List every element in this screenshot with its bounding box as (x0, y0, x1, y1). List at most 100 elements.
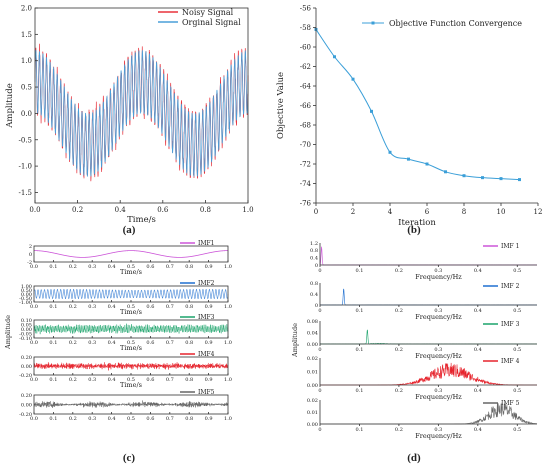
x-tick-label: 0.4 (474, 347, 482, 353)
y-tick-label: -66 (300, 102, 312, 110)
y-tick-label: 2 (29, 244, 32, 250)
x-tick-label: 0.5 (127, 304, 135, 310)
legend-label: Noisy Signal (182, 8, 234, 17)
x-tick-label: 0.8 (185, 416, 193, 422)
x-tick-label: 0.7 (166, 416, 174, 422)
data-point (444, 170, 447, 174)
data-point (370, 109, 373, 113)
x-tick-label: 0.2 (69, 264, 77, 270)
x-tick-label: 0.3 (88, 340, 96, 346)
y-axis-label: Amplitude (291, 323, 299, 358)
x-tick-label: 0.0 (30, 340, 38, 346)
y-tick-label: -0.20 (19, 373, 32, 379)
x-tick-label: 0.1 (49, 416, 57, 422)
x-tick-label: 1.0 (242, 206, 253, 214)
x-tick-label: 0.2 (69, 377, 77, 383)
x-tick-label: 0.2 (395, 347, 403, 353)
x-tick-label: 0 (318, 268, 321, 274)
x-tick-label: 0.4 (108, 416, 116, 422)
y-tick-label: 0.02 (307, 356, 318, 362)
series-imf4-line (320, 362, 537, 386)
y-tick-label: 0.08 (307, 319, 318, 325)
y-tick-label: -68 (300, 122, 311, 130)
x-tick-label: 0.4 (108, 264, 116, 270)
data-point (388, 150, 392, 154)
x-tick-label: 0 (318, 427, 321, 433)
y-tick-label: -56 (300, 5, 312, 13)
legend-label: Orginal Signal (182, 18, 241, 27)
series-imf3-line (33, 323, 229, 335)
series-original-line (34, 50, 249, 177)
x-tick-label: 0.1 (49, 264, 57, 270)
y-axis-label: Amplitude (4, 315, 12, 350)
x-tick-label: 0.4 (474, 308, 482, 314)
caption-c: (c) (123, 452, 136, 464)
y-tick-label: -70 (300, 141, 311, 149)
x-tick-label: 0.3 (88, 264, 96, 270)
data-point (425, 162, 429, 166)
x-tick-label: 0.2 (395, 308, 403, 314)
data-point (333, 55, 336, 59)
x-tick-label: 0.1 (355, 268, 363, 274)
x-tick-label: 0.5 (513, 427, 521, 433)
y-tick-label: 0.04 (307, 330, 318, 336)
y-tick-label: 0.00 (21, 292, 32, 298)
data-point (407, 157, 410, 161)
x-tick-label: 0.1 (355, 308, 363, 314)
x-tick-label: 0 (314, 208, 318, 216)
x-tick-label: 0.4 (108, 340, 116, 346)
x-tick-label: 0.7 (166, 377, 174, 383)
series-imf5-line (33, 400, 229, 408)
x-axis-label: Frequency/Hz (415, 393, 462, 401)
x-tick-label: 0.1 (355, 347, 363, 353)
x-tick-label: 0.3 (434, 427, 442, 433)
y-tick-label: 0.01 (307, 369, 318, 375)
x-tick-label: 0.1 (49, 377, 57, 383)
x-tick-label: 0.8 (185, 304, 193, 310)
y-tick-label: -1.00 (19, 300, 32, 306)
legend-label: Objective Function Convergence (389, 19, 522, 28)
y-tick-label: -2 (27, 260, 32, 266)
y-tick-label: 0.00 (21, 327, 32, 333)
y-axis-label: Amplitude (5, 83, 15, 128)
data-point (518, 178, 521, 182)
y-tick-label: -64 (300, 83, 312, 91)
legend-label: IMF5 (198, 389, 215, 396)
legend-label: IMF 5 (501, 400, 520, 407)
x-tick-label: 0.0 (30, 416, 38, 422)
x-tick-label: 0.7 (166, 340, 174, 346)
y-tick-label: -1.0 (19, 163, 33, 171)
x-tick-label: 0.2 (395, 427, 403, 433)
x-axis-label: Frequency/Hz (415, 273, 462, 281)
data-point (351, 77, 355, 81)
x-tick-label: 6 (425, 208, 430, 216)
series-imf2-line (33, 288, 229, 300)
x-tick-label: 1.0 (224, 416, 232, 422)
y-tick-label: -0.50 (19, 296, 32, 302)
y-tick-label: 0.05 (21, 322, 32, 328)
y-tick-label: 0.4 (310, 255, 318, 261)
y-tick-label: 1.00 (21, 284, 32, 290)
x-tick-label: 0.7 (166, 304, 174, 310)
x-tick-label: 0.1 (49, 304, 57, 310)
y-tick-label: 0.4 (310, 292, 318, 298)
x-axis-label: Frequency/Hz (415, 352, 462, 360)
y-axis-label: Objective Value (276, 72, 286, 139)
x-tick-label: 0.1 (355, 388, 363, 394)
x-tick-label: 2 (351, 208, 355, 216)
x-tick-label: 0.2 (72, 206, 83, 214)
data-point (481, 176, 484, 180)
x-tick-label: 12 (534, 208, 543, 216)
data-point (499, 177, 503, 181)
x-tick-label: 0.3 (88, 304, 96, 310)
x-tick-label: 0.3 (434, 308, 442, 314)
x-tick-label: 0.5 (513, 388, 521, 394)
x-tick-label: 0.5 (513, 347, 521, 353)
y-tick-label: 0.02 (307, 398, 318, 404)
y-tick-label: 0.00 (21, 364, 32, 370)
x-tick-label: 0.9 (205, 377, 213, 383)
caption-a: (a) (123, 224, 136, 236)
x-tick-label: 0.5 (513, 308, 521, 314)
series-imf3-line (320, 329, 538, 345)
x-tick-label: 1.0 (224, 304, 232, 310)
